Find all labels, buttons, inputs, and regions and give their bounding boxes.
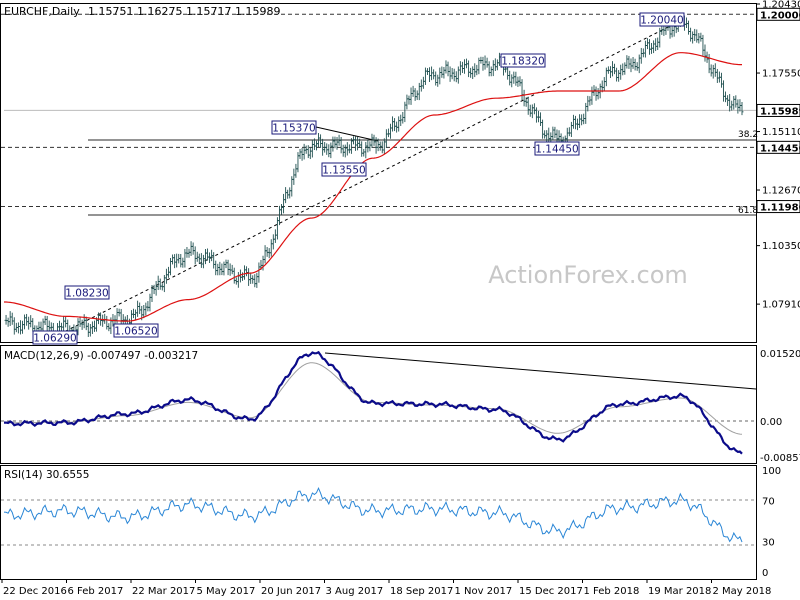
macd-tick-label: 0.015207 xyxy=(760,349,800,360)
annotation-106520: 1.06520 xyxy=(113,323,159,338)
macd-axis: 0.015207 0.00 -0.008578 xyxy=(760,349,800,464)
date-tick-label: 6 Feb 2017 xyxy=(68,586,124,597)
moving-average-line xyxy=(4,52,742,322)
annotation-113550-text: 1.13550 xyxy=(322,165,365,177)
ohlc-readout: 1.15751 1.16275 1.15717 1.15989 xyxy=(88,5,280,18)
level-lines xyxy=(1,13,756,216)
price-highlight-label: 1.20000 xyxy=(756,7,800,21)
date-tick-label: 15 Dec 2017 xyxy=(519,586,583,597)
price-highlight-label: 1.14450 xyxy=(756,140,800,154)
price-tick-label: 1.15110 xyxy=(762,127,800,138)
price-tick-label: 1.17550 xyxy=(762,69,800,80)
macd-trendline xyxy=(324,352,757,390)
annotation-120040-text: 1.20040 xyxy=(640,15,683,27)
annotation-106290: 1.06290 xyxy=(32,330,78,345)
date-tick-label: 1 Nov 2017 xyxy=(455,586,513,597)
date-tick-label: 18 Sep 2017 xyxy=(390,586,453,597)
fib-618-label: 61.8 xyxy=(738,206,758,216)
svg-text:1.14450: 1.14450 xyxy=(760,143,800,154)
rsi-axis: 100 70 30 0 xyxy=(762,466,781,579)
price-tick-label: 1.07910 xyxy=(762,300,800,311)
watermark: ActionForex.com xyxy=(488,261,688,289)
annotation-108230-text: 1.08230 xyxy=(65,288,108,300)
price-tick-label: 1.20430 xyxy=(762,0,800,11)
annotation-118320: 1.18320 xyxy=(500,53,546,68)
annotation-118320-text: 1.18320 xyxy=(501,56,544,68)
macd-header: MACD(12,26,9) -0.007497 -0.003217 xyxy=(4,350,198,362)
date-tick-label: 22 Dec 2016 xyxy=(3,586,67,597)
date-axis: 22 Dec 2016 6 Feb 2017 22 Mar 2017 5 May 20… xyxy=(1,579,772,597)
price-highlight-label: 1.15989 xyxy=(756,103,800,117)
level-annotations: 1.20040 1.18320 1.15370 1.14450 1.13550 … xyxy=(32,12,758,345)
svg-text:1.15989: 1.15989 xyxy=(760,106,800,117)
rsi-tick-label: 70 xyxy=(762,497,775,508)
annotation-113550: 1.13550 xyxy=(321,162,367,177)
annotation-114450-text: 1.14450 xyxy=(535,144,578,156)
rsi-tick-label: 100 xyxy=(762,466,781,477)
macd-main-line xyxy=(4,350,743,455)
date-tick-label: 20 Jun 2017 xyxy=(261,586,321,597)
price-axis: 1.204301.199901.175501.151101.126701.103… xyxy=(756,0,800,311)
annotation-114450: 1.14450 xyxy=(534,141,580,156)
price-tick-label: 1.12670 xyxy=(762,186,800,197)
flag-trendline xyxy=(315,126,379,142)
rsi-tick-label: 30 xyxy=(762,537,775,548)
annotation-115370: 1.15370 xyxy=(271,120,317,135)
macd-tick-label: 0.00 xyxy=(760,417,782,428)
date-tick-label: 5 May 2017 xyxy=(197,586,256,597)
rsi-header: RSI(14) 30.6555 xyxy=(4,469,89,481)
macd-tick-label: -0.008578 xyxy=(760,453,800,464)
annotation-106520-text: 1.06520 xyxy=(114,326,157,338)
svg-text:1.20000: 1.20000 xyxy=(760,10,800,21)
rsi-panel xyxy=(0,465,757,580)
date-tick-label: 22 Mar 2017 xyxy=(132,586,195,597)
price-bar xyxy=(740,101,744,116)
fib-382-label: 38.2 xyxy=(738,130,758,140)
annotation-106290-text: 1.06290 xyxy=(33,333,76,345)
date-tick-label: 19 Mar 2018 xyxy=(648,586,711,597)
rsi-line xyxy=(3,486,743,543)
annotation-115370-text: 1.15370 xyxy=(272,123,315,135)
price-tick-label: 1.10350 xyxy=(762,241,800,252)
annotation-120040: 1.20040 xyxy=(639,12,685,27)
symbol-label: EURCHF,Daily xyxy=(4,5,80,18)
date-tick-label: 2 May 2018 xyxy=(713,586,772,597)
annotation-108230: 1.08230 xyxy=(64,285,110,300)
date-tick-label: 1 Feb 2018 xyxy=(584,586,640,597)
rsi-tick-label: 0 xyxy=(762,568,768,579)
date-tick-label: 3 Aug 2017 xyxy=(326,586,384,597)
